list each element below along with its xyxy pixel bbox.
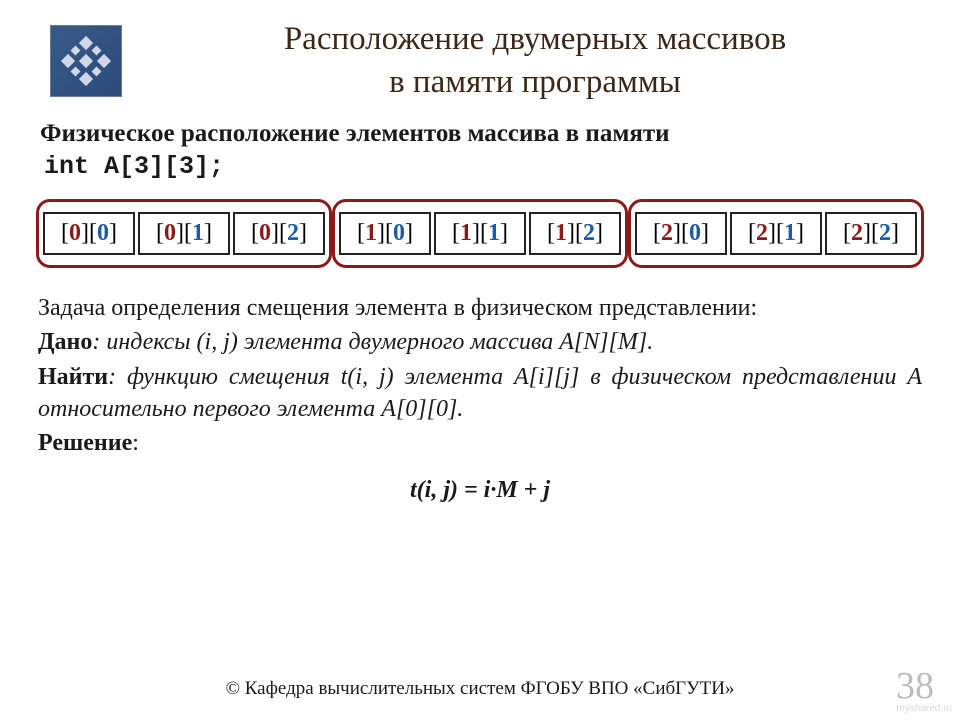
memory-cell: [1][1] (434, 212, 526, 255)
watermark: myshared.ru (896, 703, 952, 714)
array-group-2: [2][0] [2][1] [2][2] (628, 199, 924, 268)
memory-cell: [0][1] (138, 212, 230, 255)
memory-cell: [2][0] (635, 212, 727, 255)
memory-cell: [0][0] (43, 212, 135, 255)
array-group-1: [1][0] [1][1] [1][2] (332, 199, 628, 268)
memory-cell: [0][2] (233, 212, 325, 255)
task-formula: t(i, j) = i·M + j (38, 474, 922, 506)
logo-icon (50, 25, 122, 97)
memory-layout-diagram: [0][0] [0][1] [0][2] [1][0] [1][1] [1][2… (0, 199, 960, 268)
memory-cell: [1][2] (529, 212, 621, 255)
memory-cell: [2][2] (825, 212, 917, 255)
title-line-1: Расположение двумерных массивов (150, 18, 920, 61)
slide-header: Расположение двумерных массивов в памяти… (0, 0, 960, 114)
code-declaration: int A[3][3]; (0, 152, 960, 193)
task-given: Дано: индексы (i, j) элемента двумерного… (38, 326, 922, 358)
slide-title: Расположение двумерных массивов в памяти… (150, 18, 920, 104)
memory-cell: [1][0] (339, 212, 431, 255)
task-intro: Задача определения смещения элемента в ф… (38, 292, 922, 324)
array-group-0: [0][0] [0][1] [0][2] (36, 199, 332, 268)
memory-cell: [2][1] (730, 212, 822, 255)
task-find: Найти: функцию смещения t(i, j) элемента… (38, 361, 922, 426)
slide-footer: © Кафедра вычислительных систем ФГОБУ ВП… (0, 678, 960, 700)
task-text: Задача определения смещения элемента в ф… (0, 292, 960, 506)
task-solution-label: Решение: (38, 427, 922, 459)
title-line-2: в памяти программы (150, 61, 920, 104)
slide-subtitle: Физическое расположение элементов массив… (0, 114, 960, 152)
page-number: 38 (896, 664, 934, 708)
